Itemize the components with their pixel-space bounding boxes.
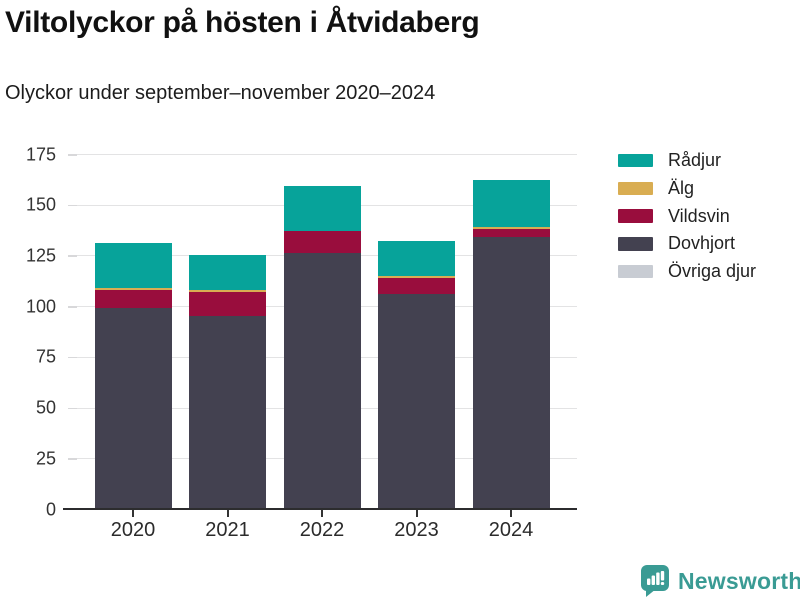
- legend-label-dovhjort: Dovhjort: [668, 233, 736, 254]
- y-axis-label-125: 125: [25, 245, 56, 266]
- newsworthy-logo-text: Newsworthy: [678, 567, 800, 594]
- x-tick-2020: [132, 509, 134, 517]
- newsworthy-logo[interactable]: Newsworthy: [640, 564, 800, 598]
- legend-label--vriga-djur: Övriga djur: [668, 261, 757, 282]
- bar-2020-dovhjort: [94, 308, 172, 509]
- y-tick-100: [68, 306, 77, 308]
- legend-swatch--vriga-djur: [618, 264, 653, 279]
- legend-swatch-dovhjort: [618, 237, 653, 251]
- x-axis-label-2022: 2022: [299, 519, 345, 541]
- gridline-175: [70, 154, 577, 155]
- y-tick-125: [68, 255, 77, 257]
- y-axis-label-0: 0: [45, 499, 56, 519]
- y-axis-label-50: 50: [35, 397, 56, 418]
- x-tick-2021: [226, 509, 229, 517]
- y-tick-25: [68, 458, 77, 460]
- bar-2024-dovhjort: [472, 237, 550, 509]
- bar-2021--lg: [189, 289, 266, 292]
- bar-2023-vildsvin: [378, 277, 455, 294]
- x-tick-2023: [415, 509, 418, 517]
- bar-2023--lg: [378, 275, 455, 278]
- x-tick-2024: [510, 509, 512, 517]
- bar-2021-vildsvin: [189, 291, 266, 317]
- bar-2023-dovhjort: [378, 293, 455, 509]
- legend-item--vriga-djur: Övriga djur: [618, 261, 756, 283]
- x-axis-label-2023: 2023: [394, 519, 439, 541]
- y-tick-75: [68, 356, 77, 359]
- bar-2024--lg: [472, 227, 550, 230]
- bar-2024-vildsvin: [472, 229, 550, 238]
- bar-2020-r-djur: [94, 243, 172, 288]
- y-tick-150: [68, 204, 77, 207]
- legend-item--lg: Älg: [618, 177, 694, 199]
- legend-swatch-vildsvin: [618, 209, 653, 223]
- y-tick-175: [68, 154, 77, 156]
- x-tick-2022: [321, 509, 323, 517]
- bar-2023-r-djur: [378, 241, 455, 276]
- bar-2022-r-djur: [283, 186, 361, 232]
- legend-label-r-djur: Rådjur: [668, 150, 722, 170]
- legend-swatch-r-djur: [618, 153, 653, 168]
- bar-2022-vildsvin: [283, 231, 361, 254]
- bar-2020--lg: [94, 287, 172, 290]
- bar-2024-r-djur: [472, 180, 550, 228]
- x-axis-line: [63, 507, 577, 510]
- y-axis-label-25: 25: [35, 448, 56, 469]
- bar-2022-dovhjort: [283, 253, 361, 509]
- y-axis-label-150: 150: [25, 194, 56, 215]
- x-axis-label-2020: 2020: [110, 519, 156, 541]
- legend-label-vildsvin: Vildsvin: [668, 205, 730, 226]
- legend-swatch--lg: [618, 181, 653, 196]
- y-axis-label-175: 175: [25, 144, 56, 164]
- bar-2021-r-djur: [189, 255, 266, 290]
- legend-item-dovhjort: Dovhjort: [618, 233, 735, 255]
- y-tick-50: [68, 407, 77, 410]
- y-axis-label-75: 75: [35, 346, 56, 367]
- legend-label--lg: Älg: [668, 177, 695, 198]
- x-axis-label-2021: 2021: [205, 519, 250, 541]
- chart-title: Viltolyckor på hösten i Åtvidaberg: [5, 6, 480, 39]
- x-axis-label-2024: 2024: [488, 519, 534, 541]
- bar-2021-dovhjort: [189, 316, 266, 509]
- newsworthy-logo-icon: [641, 565, 669, 597]
- legend-item-vildsvin: Vildsvin: [618, 205, 730, 227]
- legend-item-r-djur: Rådjur: [618, 150, 721, 172]
- y-axis-label-100: 100: [25, 296, 56, 317]
- chart-subtitle: Olyckor under september–november 2020–20…: [5, 82, 436, 104]
- bar-2020-vildsvin: [94, 289, 172, 309]
